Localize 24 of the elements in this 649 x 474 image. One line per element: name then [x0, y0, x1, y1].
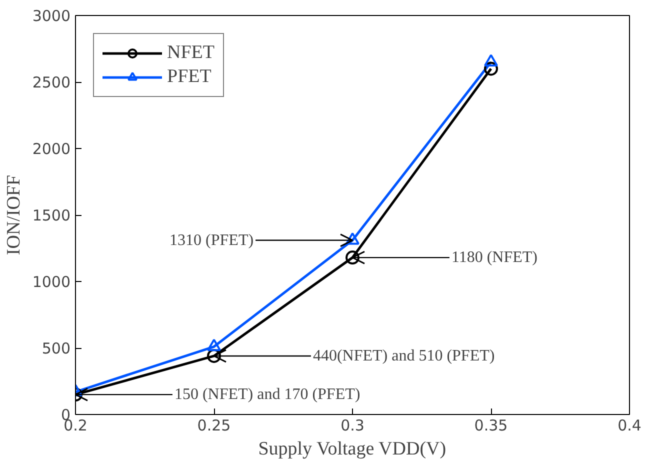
- annotation: 1310 (PFET): [170, 232, 254, 249]
- y-tick-label: 500: [42, 340, 71, 358]
- point: [207, 338, 221, 352]
- y-tick-label: 2500: [32, 74, 71, 92]
- x-axis-title: Supply Voltage VDD(V): [258, 438, 446, 460]
- x-tick-label: 0.25: [197, 416, 231, 434]
- y-tick-label: 2000: [32, 140, 71, 158]
- x-tick-label: 0.4: [618, 416, 642, 434]
- point: [346, 250, 360, 265]
- annotation: 150 (NFET) and 170 (PFET): [174, 386, 360, 404]
- legend-label: NFET: [167, 42, 214, 64]
- point: [484, 54, 498, 67]
- x-tick-label: 0.35: [474, 416, 508, 434]
- point: [346, 232, 360, 245]
- legend-label: PFET: [167, 66, 212, 88]
- y-tick-label: 1000: [32, 273, 71, 291]
- point: [207, 348, 221, 363]
- annotation: 1180 (NFET): [451, 249, 538, 266]
- annotation: 440(NFET) and 510 (PFET): [312, 347, 495, 364]
- y-tick-label: 1500: [32, 206, 71, 224]
- y-tick-label: 3000: [32, 7, 71, 25]
- x-tick-label: 0.3: [340, 416, 364, 434]
- y-axis-title: ION/IOFF: [3, 174, 24, 256]
- point: [484, 62, 498, 76]
